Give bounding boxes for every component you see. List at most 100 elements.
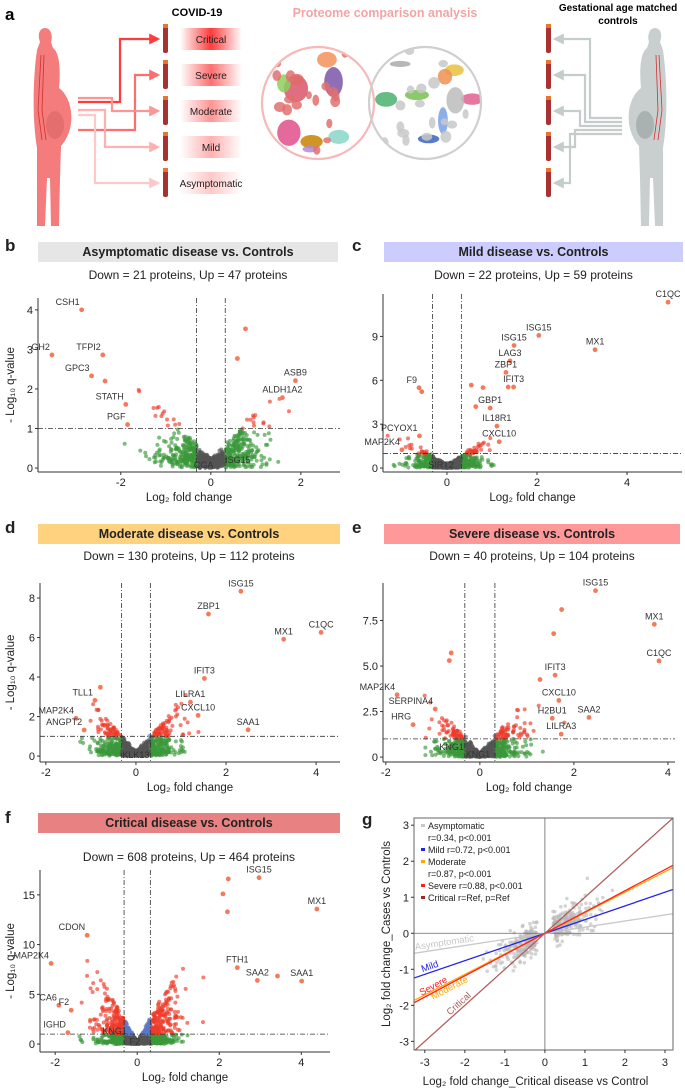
point-significant	[166, 732, 171, 737]
point-significant	[458, 732, 463, 737]
point-significant	[160, 411, 165, 416]
point-significant	[451, 732, 456, 737]
point-significant	[105, 723, 110, 728]
point-not-significant-fc	[276, 459, 281, 464]
point-not-significant-fc	[473, 464, 478, 469]
labeled-point	[102, 378, 108, 384]
point-not-significant-fc	[88, 750, 93, 755]
severity-label-severe: Severe	[195, 71, 227, 82]
point-not-significant-fc	[155, 442, 160, 447]
point-significant	[427, 726, 432, 731]
point-not-significant-fc	[495, 743, 500, 748]
panel-letter-a: a	[5, 5, 15, 24]
point-significant	[114, 732, 119, 737]
point-not-significant-fc	[236, 434, 241, 439]
protein-blob-icon	[313, 145, 321, 155]
point-not-significant-fc	[177, 457, 182, 462]
point-not-significant-fc	[421, 459, 426, 464]
protein-blob-icon	[273, 101, 286, 113]
point-not-significant-fc	[114, 753, 119, 758]
point-significant	[437, 720, 442, 725]
point-label: IFIT3	[545, 662, 566, 672]
labeled-point	[417, 433, 422, 439]
point-not-significant	[217, 461, 222, 466]
point-not-significant-fc	[466, 463, 471, 468]
labeled-point	[123, 401, 129, 407]
point-significant	[511, 727, 516, 732]
point-not-significant-fc	[391, 462, 396, 467]
arrow-to-severe	[78, 69, 161, 132]
point-significant	[418, 445, 423, 450]
point-not-significant-fc	[108, 751, 113, 756]
point-not-significant-fc	[232, 448, 237, 453]
point-significant	[170, 723, 175, 728]
point-label: HRG	[391, 712, 411, 722]
point-not-significant	[197, 449, 202, 454]
point-not-significant-fc	[461, 465, 466, 470]
covid-group-title: COVID-19	[172, 7, 223, 19]
protein-blob-icon	[428, 77, 440, 89]
panel-c-subtitle: Down = 22 proteins, Up = 59 proteins	[434, 268, 633, 282]
labeled-point	[238, 588, 244, 594]
labeled-point	[487, 405, 493, 411]
blood-tube-icon	[546, 97, 551, 125]
point-not-significant-fc	[150, 752, 155, 757]
point-not-significant-fc	[178, 464, 183, 469]
point-label: GH2	[31, 342, 50, 352]
point-label: GBP1	[478, 395, 502, 405]
panel-d-subtitle: Down = 130 proteins, Up = 112 proteins	[83, 549, 295, 563]
blood-tube-cap-icon	[163, 24, 168, 28]
point-not-significant-fc	[502, 750, 507, 755]
blood-tube-icon	[163, 97, 168, 125]
x-tick-label: -2	[381, 767, 391, 779]
point-significant	[161, 722, 166, 727]
protein-blob-icon	[406, 85, 415, 94]
point-not-significant-fc	[157, 449, 162, 454]
point-significant	[518, 731, 523, 736]
point-not-significant-fc	[234, 458, 239, 463]
panel-d-title: Moderate disease vs. Controls	[38, 524, 340, 544]
y-tick-label: 2	[27, 384, 33, 396]
labeled-point	[556, 698, 562, 703]
point-not-significant-fc	[259, 458, 264, 463]
point-not-significant-fc	[507, 754, 512, 759]
case-circle	[260, 45, 376, 161]
protein-blob-icon	[272, 70, 282, 81]
point-not-significant	[454, 464, 459, 469]
point-significant	[472, 445, 477, 450]
protein-blob-icon	[440, 118, 449, 126]
point-not-significant-fc	[232, 443, 237, 448]
point-not-significant-fc	[167, 444, 172, 449]
x-tick-label: 0	[477, 767, 483, 779]
point-not-significant	[220, 451, 225, 456]
point-not-significant-fc	[150, 739, 155, 744]
point-not-significant-fc	[158, 747, 163, 752]
panel-letter-c: c	[352, 236, 362, 255]
protein-blob-icon	[395, 100, 406, 111]
point-not-significant	[218, 457, 223, 462]
point-not-significant-fc	[102, 751, 107, 756]
point-not-significant	[213, 458, 218, 463]
point-significant	[108, 728, 113, 733]
panel-b-title: Asymptomatic disease vs. Controls	[38, 242, 338, 262]
labeled-point	[92, 697, 98, 703]
point-not-significant-fc	[529, 742, 534, 747]
point-not-significant	[456, 460, 461, 465]
point-label: TLL1	[72, 687, 93, 697]
severity-label-background	[180, 172, 242, 194]
labeled-point	[559, 607, 565, 612]
point-not-significant-fc	[157, 453, 162, 458]
point-not-significant-fc	[417, 459, 422, 464]
point-significant	[185, 720, 190, 725]
blood-tube-icon	[546, 25, 551, 53]
labeled-point	[432, 706, 438, 712]
volcano-plot-d: ISG15ZBP1MX1C1QCIFIT3LILRA1CXCL10SAA1TLL…	[5, 578, 340, 794]
x-tick-label: 2	[534, 477, 540, 489]
point-not-significant-fc	[255, 432, 260, 437]
point-not-significant-fc	[116, 748, 121, 753]
x-tick-label: 0	[208, 477, 214, 489]
point-significant	[522, 707, 527, 712]
labeled-point	[97, 684, 103, 690]
